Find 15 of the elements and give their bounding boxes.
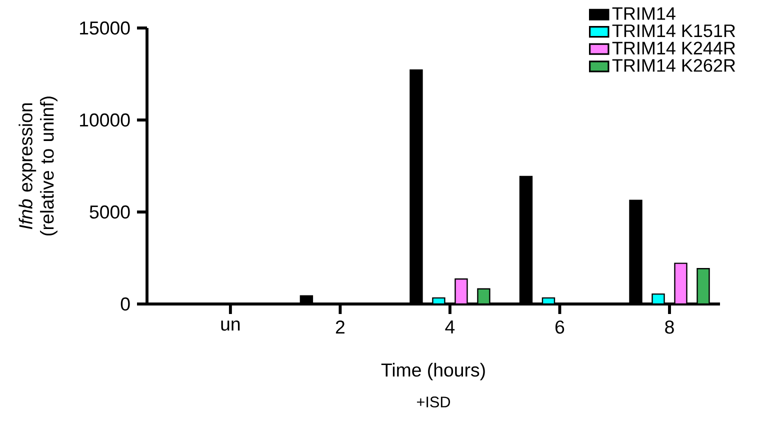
x-tick-label: 2	[336, 320, 344, 334]
x-axis-title: Time (hours)	[381, 362, 485, 380]
y-tick-label: 5000	[90, 205, 130, 219]
legend-label: TRIM14 K151R	[612, 24, 736, 38]
text: +ISD	[416, 396, 450, 408]
legend-label: TRIM14	[612, 7, 676, 20]
y-tick-label: 15000	[80, 21, 130, 35]
legend-label: TRIM14 K244R	[612, 42, 736, 54]
y-tick-label: 10000	[80, 113, 130, 127]
x-tick-label: 8	[665, 320, 674, 334]
y-tick-label: 0	[120, 297, 130, 311]
x-tick-label: 4	[445, 320, 455, 334]
x-tick-label: un	[221, 320, 240, 331]
legend-label: TRIM14 K262R	[612, 59, 736, 72]
x-tick-label: 6	[555, 320, 564, 334]
